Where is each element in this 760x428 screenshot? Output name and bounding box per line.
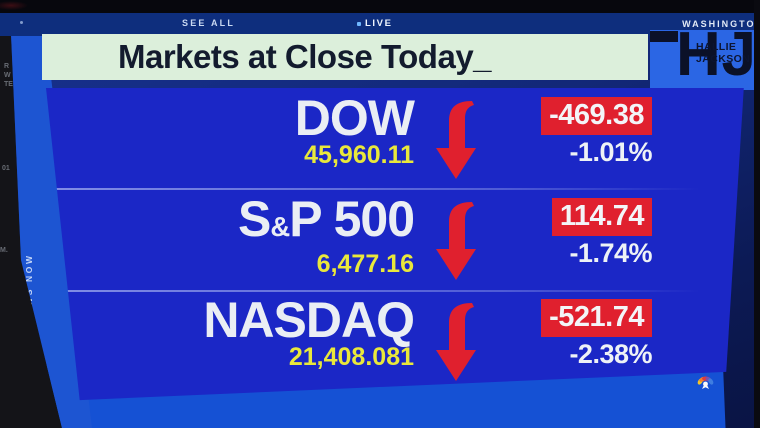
- index-name: S&P 500: [238, 191, 415, 247]
- live-label: LIVE: [365, 18, 393, 29]
- change-block: -521.74 -2.38%: [484, 293, 653, 391]
- down-arrow-icon: [426, 293, 484, 391]
- bezel-text-fragment: R W TE: [4, 63, 13, 88]
- bezel-text-fragment: 01: [2, 165, 10, 172]
- down-arrow-icon: [426, 91, 484, 189]
- index-block: S&P 500 6,477.16: [46, 191, 415, 290]
- index-close-value: 21,408.081: [288, 343, 414, 371]
- location-label: WASHINGTON: [682, 19, 760, 29]
- bezel-text-fragment: M.: [0, 247, 8, 254]
- index-close-value: 6,477.16: [316, 250, 414, 278]
- row-divider: [52, 290, 700, 292]
- change-block: 114.74 -1.74%: [484, 192, 653, 290]
- index-block: NASDAQ 21,408.081: [46, 292, 415, 391]
- stream-nav-bar: SEE ALL LIVE WASHINGTON: [0, 13, 760, 36]
- index-close-value: 45,960.11: [304, 141, 414, 169]
- headline-banner: Markets at Close Today_: [42, 34, 648, 80]
- change-block: -469.38 -1.01%: [484, 91, 653, 189]
- percent-change: -2.38%: [569, 339, 652, 369]
- logo-monogram-j: J: [721, 20, 756, 89]
- down-arrow-icon: [426, 192, 484, 290]
- screen-bezel-right: [754, 0, 760, 428]
- lens-glare: [0, 1, 28, 10]
- see-all-menu-item[interactable]: SEE ALL: [182, 18, 236, 28]
- nav-bullet-icon: [20, 21, 23, 24]
- percent-change: -1.74%: [569, 238, 652, 268]
- live-dot-icon: [357, 21, 361, 26]
- change-badge: 114.74: [551, 198, 652, 236]
- logo-monogram-h: H: [676, 20, 721, 89]
- headline-title: Markets at Close Today_: [118, 38, 492, 75]
- ampersand: &: [270, 211, 290, 242]
- market-row: NASDAQ 21,408.081 -521.74 -2.38%: [46, 290, 744, 391]
- market-row: S&P 500 6,477.16 114.74 -1.74%: [46, 189, 744, 290]
- market-rows: DOW 45,960.11 -469.38 -1.01% S&P 500 6,477.16…: [46, 88, 744, 391]
- percent-change: -1.01%: [569, 137, 652, 167]
- host-first-name: HALLIE: [696, 41, 737, 53]
- change-badge: -521.74: [541, 299, 652, 337]
- markets-panel: DOW 45,960.11 -469.38 -1.01% S&P 500 6,477.16…: [46, 88, 744, 401]
- index-block: DOW 45,960.11: [46, 90, 415, 189]
- live-indicator[interactable]: LIVE: [357, 18, 393, 29]
- host-last-name: JACKSON: [696, 53, 751, 65]
- nbc-peacock-icon: [697, 376, 714, 389]
- index-name: DOW: [294, 90, 415, 146]
- change-badge: -469.38: [541, 97, 652, 135]
- index-name: NASDAQ: [203, 292, 415, 348]
- show-host-name: HALLIE JACKSON: [696, 41, 750, 65]
- market-row: DOW 45,960.11 -469.38 -1.01%: [46, 88, 744, 189]
- row-divider: [52, 188, 700, 190]
- screen-top-edge: [0, 0, 760, 13]
- show-logo: H J HALLIE JACKSON: [650, 24, 756, 90]
- logo-bar: [650, 31, 678, 42]
